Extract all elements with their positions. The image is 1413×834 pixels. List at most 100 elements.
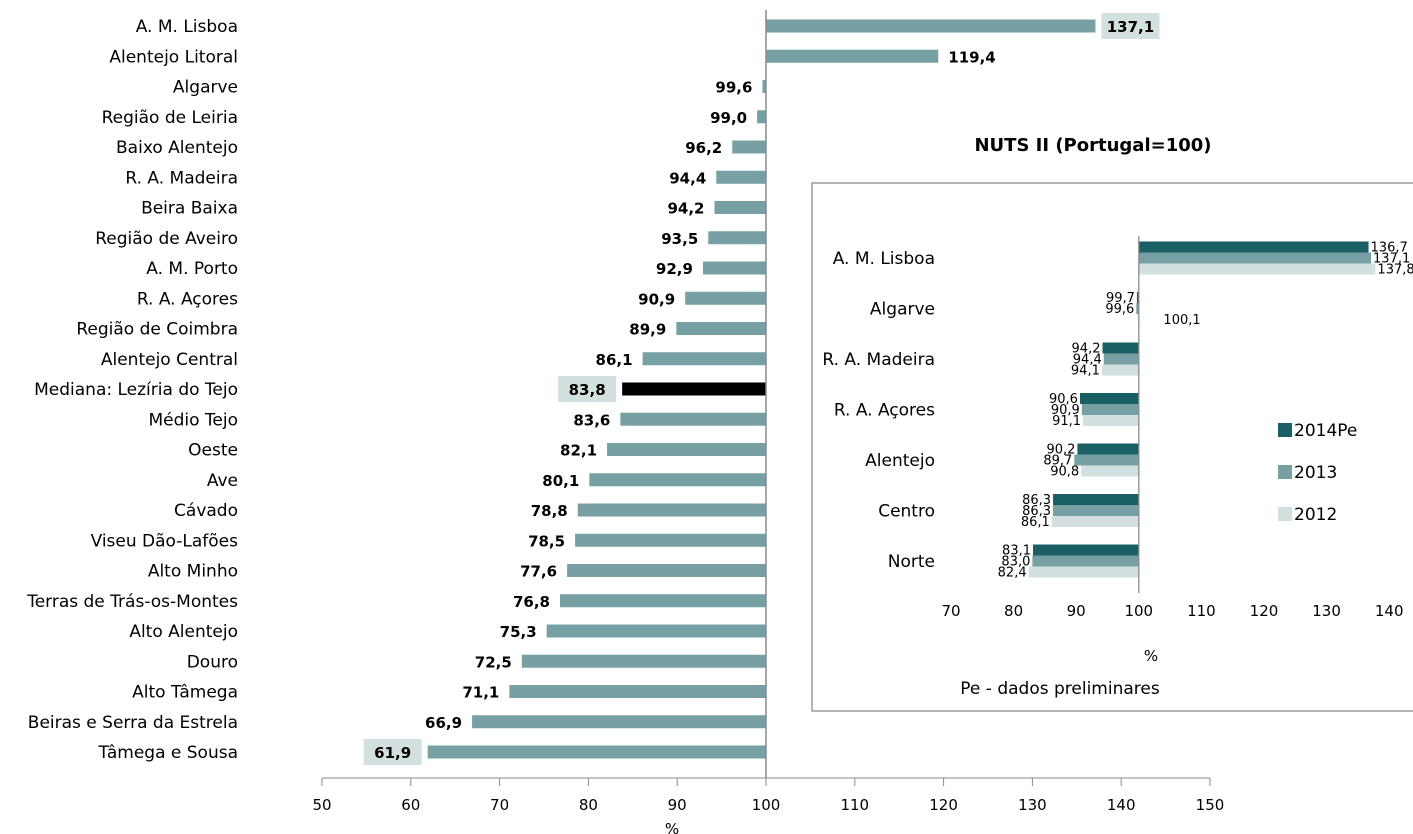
category-label-alto-alentejo: Alto Alentejo <box>129 622 238 642</box>
value-label: 71,1 <box>462 684 499 702</box>
bar-beiras-e-serra-da-estrela <box>472 715 766 729</box>
value-label: 94,2 <box>667 200 704 218</box>
inset-value-label: 82,4 <box>998 566 1027 581</box>
category-label-regiao-de-leiria: Região de Leiria <box>102 108 238 128</box>
inset-footnote: Pe - dados preliminares <box>960 679 1160 699</box>
bar-regiao-de-aveiro <box>708 231 766 245</box>
category-label-a-m-porto: A. M. Porto <box>146 259 238 279</box>
inset-x-tick-label: 130 <box>1312 602 1341 620</box>
x-tick-label: 100 <box>752 796 781 814</box>
value-label-background <box>363 739 422 765</box>
inset-value-label: 100,1 <box>1163 313 1200 328</box>
value-label: 83,6 <box>573 411 610 429</box>
x-tick-label: 60 <box>401 796 420 814</box>
value-label: 61,9 <box>374 744 411 762</box>
value-label: 93,5 <box>661 230 698 248</box>
inset-bar-r-a-madeira-2014pe <box>1102 342 1139 354</box>
category-label-ave: Ave <box>207 471 238 491</box>
inset-bar-algarve-2013 <box>1136 303 1139 314</box>
inset-category-centro: Centro <box>878 502 935 522</box>
value-label-background <box>1101 13 1160 39</box>
x-tick-label: 130 <box>1018 796 1047 814</box>
value-label: 96,2 <box>685 139 722 157</box>
value-label: 76,8 <box>513 593 550 611</box>
inset-value-label: 83,1 <box>1002 544 1031 559</box>
value-label: 92,9 <box>656 260 693 278</box>
x-tick-label: 50 <box>312 796 331 814</box>
inset-bar-a-m-lisboa-2013 <box>1138 252 1372 264</box>
inset-x-tick-label: 80 <box>1004 602 1023 620</box>
category-label-regiao-de-coimbra: Região de Coimbra <box>76 320 238 340</box>
bar-a-m-porto <box>702 261 766 275</box>
legend-label-2014pe: 2014Pe <box>1294 421 1357 441</box>
bar-terras-de-tras-os-montes <box>559 594 766 608</box>
inset-value-label: 136,7 <box>1371 241 1408 256</box>
inset-x-tick-label: 90 <box>1067 602 1086 620</box>
category-label-oeste: Oeste <box>188 441 238 461</box>
value-label: 99,0 <box>710 109 747 127</box>
inset-bar-centro-2012 <box>1051 516 1139 527</box>
legend-label-2012: 2012 <box>1294 505 1337 525</box>
bar-viseu-dao-lafoes <box>575 533 766 547</box>
bar-alentejo-central <box>642 352 766 366</box>
bar-a-m-lisboa <box>766 19 1096 33</box>
inset-value-label: 137,8 <box>1377 263 1413 278</box>
inset-x-tick-label: 100 <box>1124 602 1153 620</box>
inset-category-r-a-acores: R. A. Açores <box>834 401 935 421</box>
inset-value-label: 86,1 <box>1021 515 1050 530</box>
inset-value-label: 94,2 <box>1072 342 1101 357</box>
inset-value-label: 86,3 <box>1022 504 1051 519</box>
bar-douro <box>521 654 766 668</box>
bar-alto-tamega <box>509 685 766 698</box>
value-label: 78,8 <box>531 502 568 520</box>
inset-bar-r-a-acores-2014pe <box>1079 393 1139 404</box>
value-label: 83,8 <box>569 381 606 399</box>
category-label-cavado: Cávado <box>174 501 238 521</box>
bar-algarve <box>762 80 766 93</box>
category-label-terras-de-tras-os-montes: Terras de Trás-os-Montes <box>26 592 238 612</box>
inset-value-label: 86,3 <box>1022 493 1051 508</box>
category-label-viseu-dao-lafoes: Viseu Dão-Lafões <box>91 531 239 551</box>
x-tick-label: 90 <box>668 796 687 814</box>
category-label-r-a-madeira: R. A. Madeira <box>125 168 238 188</box>
value-label: 99,6 <box>715 79 752 97</box>
value-label: 119,4 <box>948 48 995 66</box>
category-label-beira-baixa: Beira Baixa <box>141 199 238 219</box>
value-label-background <box>558 376 617 402</box>
value-label: 86,1 <box>596 351 633 369</box>
category-label-baixo-alentejo: Baixo Alentejo <box>116 138 238 158</box>
category-label-alto-tamega: Alto Tâmega <box>132 683 238 703</box>
value-label: 66,9 <box>425 714 462 732</box>
bar-regiao-de-coimbra <box>676 322 766 335</box>
inset-bar-alentejo-2013 <box>1074 454 1139 466</box>
bar-baixo-alentejo <box>732 140 766 154</box>
value-label: 89,9 <box>629 321 666 339</box>
x-tick-label: 150 <box>1196 796 1225 814</box>
x-axis-title: % <box>665 820 679 834</box>
value-label: 72,5 <box>475 653 512 671</box>
inset-bar-centro-2013 <box>1053 505 1139 516</box>
category-label-a-m-lisboa: A. M. Lisboa <box>136 17 238 37</box>
inset-x-tick-label: 110 <box>1187 602 1216 620</box>
inset-bar-r-a-acores-2013 <box>1081 404 1139 415</box>
inset-bar-norte-2012 <box>1028 566 1139 578</box>
inset-category-r-a-madeira: R. A. Madeira <box>822 350 935 370</box>
value-label: 77,6 <box>520 563 557 581</box>
bar-alto-alentejo <box>546 624 766 638</box>
category-label-alentejo-litoral: Alentejo Litoral <box>109 47 238 67</box>
inset-value-label: 137,1 <box>1373 252 1410 267</box>
category-label-r-a-acores: R. A. Açores <box>137 289 238 309</box>
bar-regiao-de-leiria <box>757 110 766 124</box>
inset-bar-algarve-2014pe <box>1136 292 1139 303</box>
x-tick-label: 110 <box>840 796 869 814</box>
value-label: 75,3 <box>500 623 537 641</box>
inset-value-label: 90,2 <box>1046 443 1075 458</box>
category-label-tamega-e-sousa: Tâmega e Sousa <box>97 743 238 763</box>
inset-x-tick-label: 120 <box>1250 602 1279 620</box>
x-tick-label: 120 <box>929 796 958 814</box>
category-label-alto-minho: Alto Minho <box>148 562 238 582</box>
legend-label-2013: 2013 <box>1294 463 1337 483</box>
inset-bar-r-a-acores-2012 <box>1083 415 1139 426</box>
